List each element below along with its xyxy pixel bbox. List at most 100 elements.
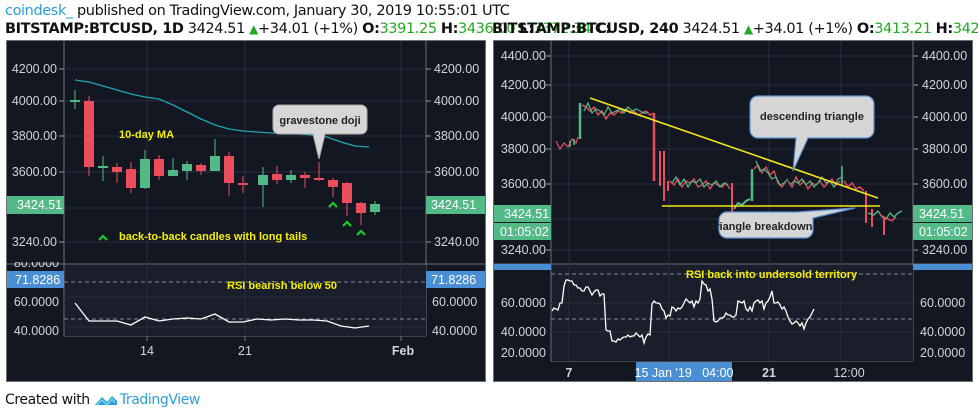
up-triangle-icon: ▲: [743, 22, 753, 36]
right-symbol: BITSTAMP:BTCUSD, 240: [492, 21, 679, 37]
left-high: 3436.00: [458, 21, 516, 37]
rsi-value-badge: 71.8286 71.8286: [7, 271, 485, 288]
up-triangle-icon: ▲: [249, 22, 258, 36]
svg-text:01:05:02: 01:05:02: [919, 225, 968, 239]
left-chart-panel[interactable]: 4200.00 4000.00 3800.00 3600.00 3240.00 …: [6, 40, 486, 382]
svg-text:15 Jan '19 04:00: 15 Jan '19 04:00: [635, 366, 734, 380]
price-tick: 4200.00: [501, 78, 546, 92]
rsi-tick: 60.0000: [920, 296, 965, 310]
time-tick: 21: [762, 366, 776, 380]
price-tick: 3600.00: [922, 177, 967, 191]
svg-text:3424.51: 3424.51: [431, 198, 476, 212]
time-tick: 21: [238, 344, 252, 358]
price-tick: 3600.00: [501, 177, 546, 191]
price-tick: 3800.00: [922, 142, 967, 156]
right-change: +34.01 (+1%): [752, 21, 853, 37]
price-tick: 3600.00: [434, 165, 479, 179]
price-tick: 4200.00: [922, 78, 967, 92]
price-tick: 4000.00: [434, 94, 479, 108]
time-tick: 14: [140, 344, 154, 358]
doji-callout: gravestone doji: [272, 104, 368, 160]
rsi-annotation: RSI back into undersold territory: [686, 269, 858, 281]
price-tick: 3800.00: [434, 129, 479, 143]
rsi-tick: 20.0000: [920, 346, 965, 360]
left-chart-legend: BITSTAMP:BTCUSD, 1D 3424.51 ▲+34.01 (+1%…: [5, 21, 611, 37]
rsi-line: [74, 302, 370, 329]
publisher-link[interactable]: coindesk_: [5, 3, 73, 19]
right-chart-canvas[interactable]: 4400.00 4200.00 4000.00 3800.00 3600.00 …: [494, 41, 973, 382]
price-tick: 3800.00: [501, 142, 546, 156]
rsi-tick: 40.0000: [920, 325, 965, 339]
footer: Created with TradingView: [5, 392, 200, 408]
high-label: H:: [440, 21, 459, 37]
rsi-tick: 60.0000: [14, 295, 59, 309]
left-open: 3391.25: [379, 21, 437, 37]
svg-text:gravestone doji: gravestone doji: [279, 115, 360, 127]
rsi-annotation: RSI bearish below 50: [227, 280, 337, 292]
price-tick: 4000.00: [922, 110, 967, 124]
left-low: 3372.34: [533, 21, 592, 37]
high-label: H:: [935, 21, 954, 37]
price-tick: 4000.00: [501, 110, 546, 124]
tradingview-logo-icon: [94, 396, 117, 407]
crosshair-time-label: 15 Jan '19 04:00: [635, 362, 734, 381]
candles: [70, 90, 380, 225]
triangle-callout: descending triangle: [749, 95, 875, 172]
candles: [555, 101, 903, 235]
published-text: published on TradingView.com, January 30…: [72, 3, 510, 19]
right-high: 3425.51: [952, 21, 978, 37]
price-tick: 3800.00: [12, 129, 57, 143]
time-tick: Feb: [392, 344, 415, 358]
price-tick: 3240.00: [501, 243, 546, 257]
time-tick: 12:00: [833, 366, 864, 380]
price-tick: 4200.00: [12, 62, 57, 76]
right-last-price: 3424.51: [682, 21, 741, 37]
right-chart-panel[interactable]: 4400.00 4200.00 4000.00 3800.00 3600.00 …: [493, 40, 973, 382]
left-chart-canvas[interactable]: 4200.00 4000.00 3800.00 3600.00 3240.00 …: [7, 41, 486, 382]
ma-annotation: 10-day MA: [119, 129, 174, 141]
rsi-tick: 60.0000: [432, 295, 477, 309]
price-tick: 3600.00: [12, 165, 57, 179]
svg-text:3424.51: 3424.51: [504, 207, 549, 221]
tradingview-brand-link[interactable]: TradingView: [119, 392, 201, 408]
rsi-value-badge: [913, 264, 972, 270]
resistance-trendline: [589, 97, 879, 199]
rsi-tick: 40.0000: [501, 325, 546, 339]
svg-text:3424.51: 3424.51: [919, 207, 964, 221]
right-chart-legend: BITSTAMP:BTCUSD, 240 3424.51 ▲+34.01 (+1…: [492, 21, 978, 37]
svg-text:3424.51: 3424.51: [17, 198, 62, 212]
publish-header: coindesk_ published on TradingView.com, …: [5, 3, 510, 19]
right-open: 3413.21: [874, 21, 932, 37]
svg-text:triangle breakdown: triangle breakdown: [712, 221, 813, 233]
svg-text:71.8286: 71.8286: [431, 273, 476, 287]
last-price-badge: 3424.51 3424.51: [7, 196, 485, 214]
price-tick: 4000.00: [12, 94, 57, 108]
svg-text:descending triangle: descending triangle: [760, 111, 864, 123]
time-tick: 7: [566, 366, 573, 380]
price-tick: 3240.00: [434, 235, 479, 249]
low-label: L:: [519, 21, 534, 37]
countdown-badge: 01:05:02 01:05:02: [494, 223, 972, 240]
left-symbol: BITSTAMP:BTCUSD, 1D: [5, 21, 184, 37]
rsi-tick: 20.0000: [501, 346, 546, 360]
rsi-value-badge: [494, 264, 551, 270]
rsi-tick: 40.0000: [14, 324, 59, 338]
close-label: C:: [595, 21, 611, 37]
last-price-badge: 3424.51 3424.51: [494, 205, 972, 222]
tails-annotation: back-to-back candles with long tails: [119, 231, 307, 243]
created-with-text: Created with: [5, 392, 90, 408]
svg-text:71.8286: 71.8286: [15, 273, 60, 287]
price-tick: 3240.00: [922, 243, 967, 257]
open-label: O:: [856, 21, 875, 37]
rsi-line: [551, 279, 815, 346]
rsi-tick: 80.0000: [14, 256, 59, 270]
breakdown-callout: triangle breakdown: [712, 207, 856, 239]
open-label: O:: [362, 21, 380, 37]
price-tick: 4400.00: [922, 49, 967, 63]
left-last-price: 3424.51: [187, 21, 246, 37]
price-tick: 4200.00: [434, 62, 479, 76]
svg-text:01:05:02: 01:05:02: [500, 225, 549, 239]
caret-up-icon: [98, 201, 366, 241]
left-change: +34.01 (+1%): [258, 21, 358, 37]
rsi-tick: 40.0000: [432, 324, 477, 338]
